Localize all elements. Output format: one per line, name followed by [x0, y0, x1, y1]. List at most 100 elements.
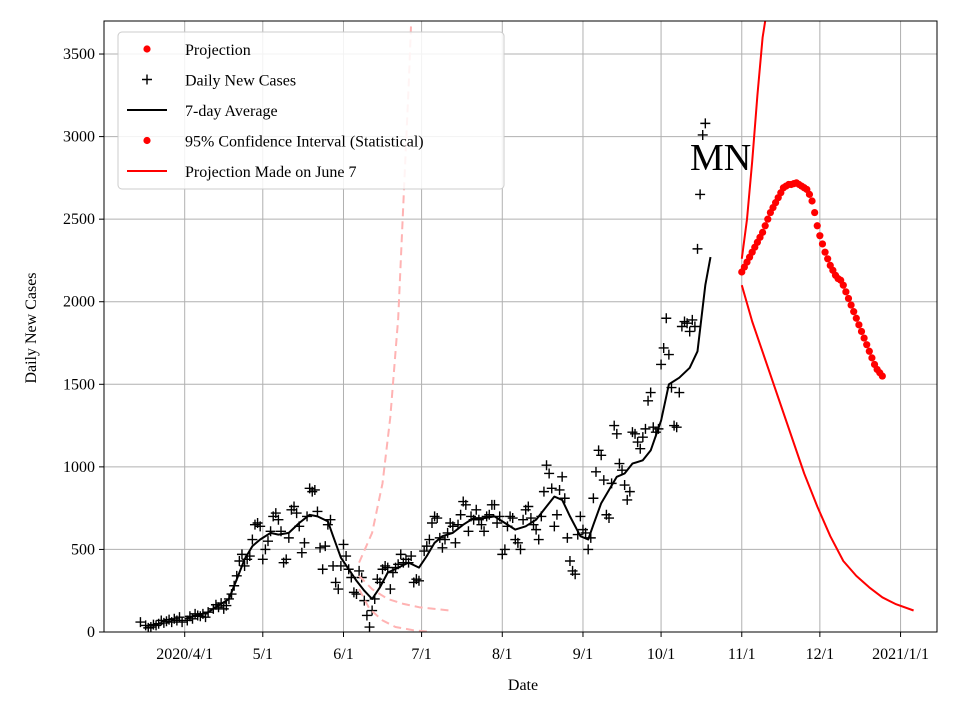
daily-case-marker [361, 610, 372, 621]
daily-case-marker [575, 511, 586, 522]
daily-case-marker [426, 518, 437, 529]
projection-point [805, 190, 814, 198]
daily-case-marker [590, 466, 601, 477]
projection-point [852, 314, 860, 322]
daily-case-marker [281, 554, 292, 565]
daily-case-marker [380, 560, 391, 571]
daily-case-marker [236, 549, 247, 560]
daily-case-marker [549, 521, 560, 532]
daily-case-marker [315, 542, 326, 553]
daily-case-marker [260, 544, 271, 555]
daily-case-marker [643, 395, 654, 406]
y-tick-label: 500 [71, 541, 95, 558]
daily-case-marker [515, 544, 526, 555]
daily-case-marker [429, 511, 440, 522]
daily-case-marker [411, 574, 422, 585]
daily-case-marker [551, 509, 562, 520]
daily-case-marker [687, 314, 698, 325]
daily-case-marker [450, 537, 461, 548]
daily-case-marker [656, 359, 667, 370]
daily-case-marker [541, 460, 552, 471]
daily-case-marker [364, 622, 375, 632]
projection-point [860, 334, 868, 342]
daily-case-marker [424, 534, 435, 545]
daily-case-marker [325, 514, 336, 525]
daily-case-marker [156, 615, 167, 626]
daily-case-marker [538, 486, 549, 497]
daily-case-marker [309, 484, 320, 495]
legend-label: 95% Confidence Interval (Statistical) [185, 134, 424, 151]
daily-case-marker [270, 508, 281, 519]
series-line-4 [740, 284, 914, 612]
daily-case-marker [489, 499, 500, 510]
daily-case-marker [463, 526, 474, 537]
projection-point [821, 248, 829, 256]
annotation-label: MN [690, 137, 751, 179]
daily-case-marker [338, 539, 349, 550]
daily-case-marker [630, 428, 641, 439]
daily-case-marker [447, 521, 458, 532]
daily-case-marker [640, 423, 651, 434]
daily-case-marker [518, 514, 529, 525]
daily-case-marker [151, 620, 162, 631]
legend-marker-plus [142, 74, 152, 85]
daily-case-marker [674, 387, 685, 398]
daily-case-marker [359, 595, 370, 606]
projection-point [855, 321, 863, 329]
daily-case-marker [570, 569, 581, 580]
daily-case-marker [341, 551, 352, 562]
daily-case-marker [419, 546, 430, 557]
daily-case-marker [531, 524, 542, 535]
projection-point [857, 327, 866, 336]
legend-marker-dot [143, 136, 151, 145]
daily-case-marker [273, 514, 284, 525]
y-tick-label: 1000 [63, 459, 95, 476]
x-tick-label: 10/1 [647, 646, 675, 663]
projection-point [813, 222, 821, 230]
x-axis-label: Date [508, 677, 538, 694]
daily-case-marker [689, 321, 700, 332]
daily-case-marker [533, 534, 544, 545]
daily-case-marker [492, 518, 503, 529]
daily-case-marker [596, 450, 607, 461]
daily-case-marker [395, 549, 406, 560]
daily-case-marker [257, 554, 268, 565]
daily-case-marker [169, 613, 180, 624]
projection-point [811, 208, 819, 217]
projection-point [808, 197, 816, 205]
legend-label: Projection [185, 42, 251, 59]
projection-point [863, 341, 871, 349]
daily-case-marker [544, 468, 555, 479]
daily-case-marker [617, 465, 628, 476]
daily-case-marker [663, 349, 674, 360]
daily-case-marker [234, 555, 245, 566]
daily-case-marker [307, 486, 318, 497]
daily-case-marker [140, 620, 151, 631]
daily-case-marker [676, 321, 687, 332]
y-axis-label: Daily New Cases [23, 272, 40, 383]
daily-case-marker [512, 537, 523, 548]
daily-case-marker [624, 486, 635, 497]
daily-case-marker [632, 437, 643, 448]
series-line-3 [740, 21, 767, 259]
y-tick-label: 3000 [63, 129, 95, 146]
daily-case-marker [695, 189, 706, 200]
daily-case-marker [299, 537, 310, 548]
daily-case-marker [145, 622, 156, 632]
daily-case-marker [148, 619, 159, 630]
daily-case-marker [580, 527, 591, 538]
series-line-6 [358, 575, 451, 612]
daily-case-marker [354, 565, 365, 576]
daily-case-marker [614, 458, 625, 469]
y-tick-label: 1500 [63, 376, 95, 393]
daily-case-marker [351, 589, 362, 600]
projection-point [868, 354, 876, 362]
daily-case-marker [174, 612, 185, 623]
daily-case-marker [507, 513, 518, 524]
daily-case-marker [367, 605, 378, 616]
projection-point [878, 372, 886, 380]
daily-case-marker [697, 129, 708, 140]
daily-case-marker [497, 549, 508, 560]
daily-case-marker [471, 504, 482, 515]
daily-case-marker [637, 432, 648, 443]
